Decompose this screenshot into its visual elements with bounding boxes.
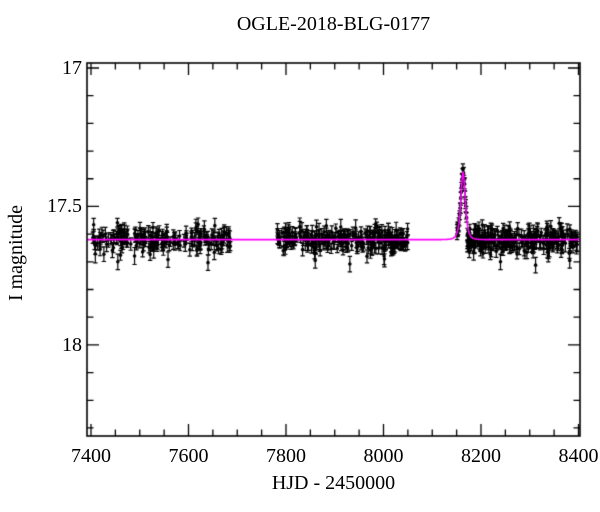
x-tick-label-8400: 8400 — [558, 445, 599, 467]
y-tick-label-18: 18 — [62, 333, 82, 356]
x-tick-label-7800: 7800 — [265, 445, 306, 467]
x-tick-label-8000: 8000 — [363, 445, 404, 467]
y-tick-label-17: 17 — [62, 56, 82, 79]
x-tick-label-7600: 7600 — [168, 445, 209, 467]
x-tick-label-8200: 8200 — [460, 445, 501, 467]
x-tick-label-7400: 7400 — [70, 445, 111, 467]
y-tick-label-17.5: 17.5 — [47, 195, 82, 218]
chart-title: OGLE-2018-BLG-0177 — [236, 13, 431, 35]
x-axis-label: HJD - 2450000 — [271, 472, 396, 494]
